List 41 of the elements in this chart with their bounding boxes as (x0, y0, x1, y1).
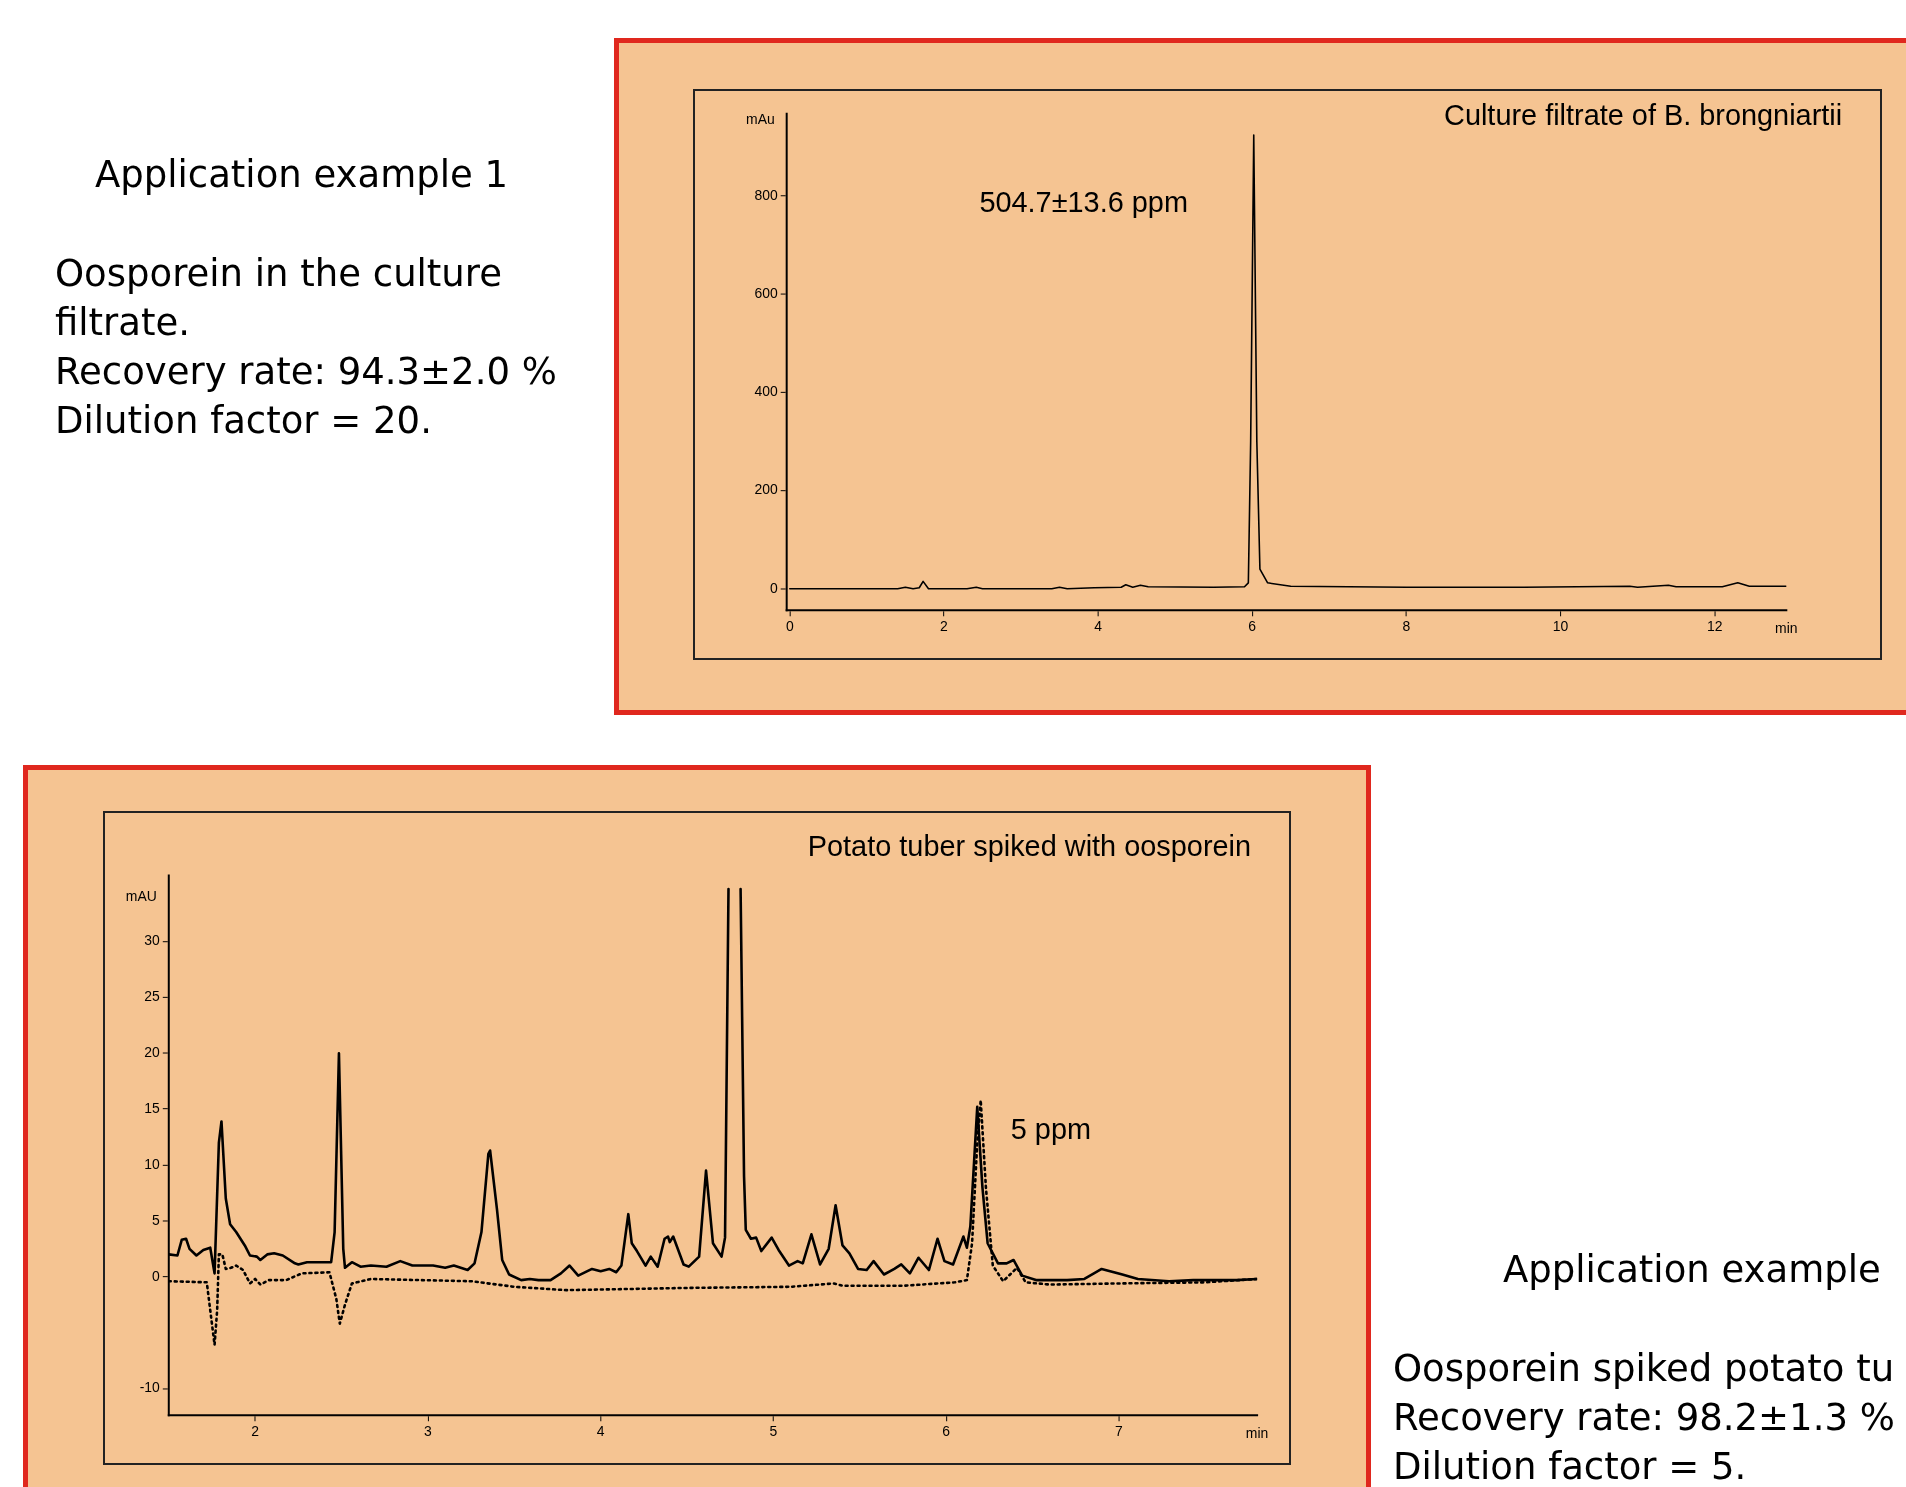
text: Recovery rate: 98.2±1.3 % (1393, 1395, 1896, 1441)
text: Application example 1 (94, 152, 510, 198)
x-tick-label: 7 (1115, 1423, 1124, 1440)
x-tick-label: 4 (596, 1423, 605, 1440)
y-tick-label: 30 (144, 932, 161, 949)
x-tick-label: 8 (1402, 618, 1411, 635)
x-tick-label: 3 (424, 1423, 433, 1440)
x-tick-label: 12 (1706, 618, 1723, 635)
x-tick-label: 6 (942, 1423, 951, 1440)
annotation: 5 ppm (1010, 1113, 1092, 1146)
y-tick-label: 15 (144, 1099, 161, 1116)
x-tick-label: 2 (251, 1423, 260, 1440)
y-tick-label: 5 (152, 1211, 161, 1228)
annotation: 504.7±13.6 ppm (979, 186, 1188, 219)
x-tick-label: 10 (1552, 618, 1569, 635)
y-tick-label: 400 (754, 383, 778, 400)
text: Dilution factor = 20. (55, 398, 433, 444)
text: Oosporein in the culture filtrate. (55, 251, 503, 346)
text: Oosporein spiked potato tu (1393, 1346, 1896, 1392)
x-axis-title: min (1245, 1425, 1269, 1442)
text: Recovery rate: 94.3±2.0 % (55, 349, 558, 395)
text: Dilution factor = 5. (1393, 1444, 1748, 1487)
y-tick-label: -10 (139, 1379, 161, 1396)
y-tick-label: 25 (144, 988, 161, 1005)
y-axis-title: mAU (125, 888, 157, 905)
x-tick-label: 2 (940, 618, 949, 635)
x-tick-label: 0 (785, 618, 794, 635)
y-axis-title: mAu (746, 110, 775, 127)
y-tick-label: 800 (754, 186, 778, 203)
y-tick-label: 20 (144, 1044, 161, 1061)
text: Application example (1502, 1247, 1882, 1293)
chart-title: Culture filtrate of B. brongniartii (1444, 99, 1843, 132)
chart-title: Potato tuber spiked with oosporein (807, 830, 1252, 863)
y-tick-label: 600 (754, 284, 778, 301)
y-tick-label: 200 (754, 481, 778, 498)
x-tick-label: 6 (1248, 618, 1257, 635)
x-tick-label: 4 (1094, 618, 1103, 635)
y-tick-label: 0 (769, 579, 778, 596)
y-tick-label: 0 (152, 1267, 161, 1284)
y-tick-label: 10 (144, 1155, 161, 1172)
x-axis-title: min (1775, 620, 1798, 637)
